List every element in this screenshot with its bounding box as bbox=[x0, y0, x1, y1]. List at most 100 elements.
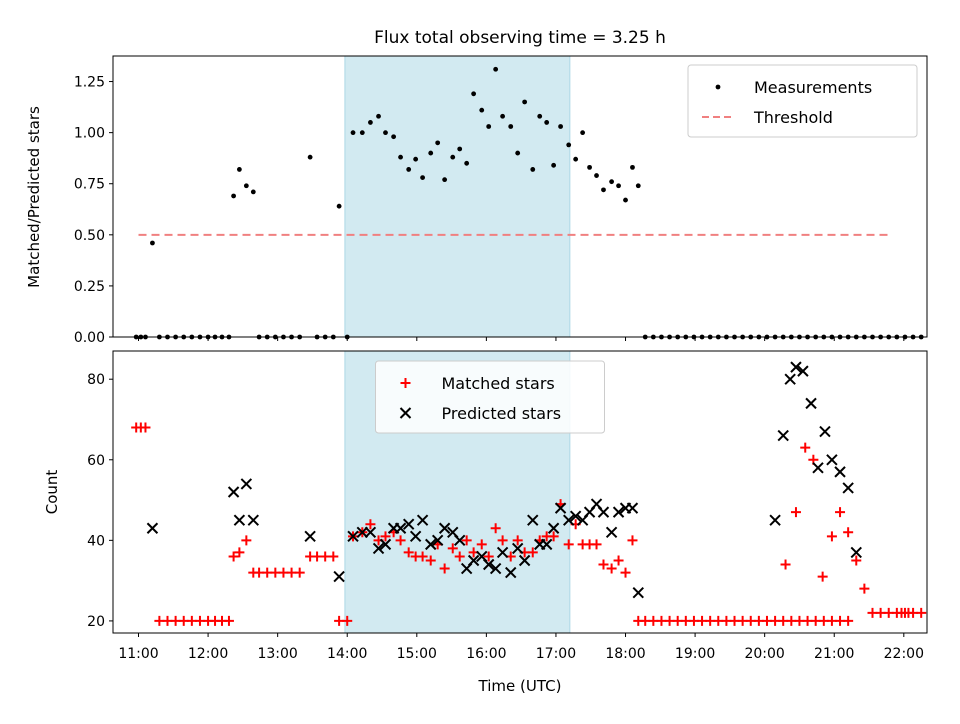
bottom-data-point bbox=[476, 539, 487, 550]
top-data-point bbox=[544, 120, 550, 125]
bottom-legend-label: Predicted stars bbox=[442, 404, 562, 423]
bottom-legend-box bbox=[375, 360, 605, 434]
top-observing-span bbox=[344, 55, 571, 338]
bottom-data-point bbox=[454, 551, 465, 562]
top-data-point bbox=[391, 134, 397, 140]
top-data-point bbox=[406, 167, 412, 172]
top-data-point bbox=[623, 197, 628, 203]
bottom-series-2 bbox=[146, 361, 862, 599]
bottom-data-point bbox=[489, 562, 502, 575]
top-data-point bbox=[428, 150, 434, 156]
top-legend-marker bbox=[715, 84, 721, 90]
bottom-data-point bbox=[547, 522, 560, 534]
bottom-data-point bbox=[409, 530, 422, 543]
bottom-data-point bbox=[431, 534, 444, 547]
bottom-data-point bbox=[613, 555, 624, 566]
top-data-point bbox=[243, 183, 249, 189]
bottom-data-point bbox=[425, 538, 437, 551]
x-tick-label: 11:00 bbox=[118, 646, 158, 662]
top-data-point bbox=[413, 156, 419, 162]
bottom-data-point bbox=[826, 531, 837, 542]
top-data-point bbox=[236, 167, 242, 172]
bottom-data-point bbox=[834, 466, 846, 478]
top-data-point bbox=[609, 179, 615, 185]
top-y-tick-label: 1.00 bbox=[74, 126, 105, 142]
top-data-point bbox=[594, 173, 599, 178]
top-plot: 0.00 0.25 0.50 0.75 1.00 1.25 Measurements Thre… bbox=[74, 55, 928, 346]
bottom-y-tick-label: 80 bbox=[87, 372, 105, 388]
top-data-point bbox=[450, 154, 456, 160]
top-data-point bbox=[150, 240, 155, 246]
top-data-point bbox=[359, 130, 365, 136]
bottom-data-point bbox=[497, 535, 508, 546]
x-tick-label: 19:00 bbox=[675, 646, 715, 662]
bottom-y-tick-label: 40 bbox=[87, 533, 105, 549]
x-tick-label: 12:00 bbox=[188, 646, 228, 662]
bottom-data-point bbox=[842, 482, 854, 494]
bottom-data-point bbox=[403, 547, 414, 558]
top-data-point bbox=[573, 156, 579, 162]
bottom-y-tick-label: 60 bbox=[87, 453, 105, 469]
bottom-data-point bbox=[819, 425, 831, 438]
bottom-data-point bbox=[527, 547, 538, 558]
bottom-data-point bbox=[812, 462, 824, 474]
top-axes-frame bbox=[112, 55, 928, 338]
bottom-data-point bbox=[916, 607, 927, 618]
bottom-data-point bbox=[632, 587, 644, 599]
top-data-point bbox=[250, 189, 256, 195]
bottom-data-point bbox=[365, 519, 376, 530]
top-data-point bbox=[508, 124, 514, 129]
bottom-data-point bbox=[328, 551, 339, 562]
bottom-data-point bbox=[826, 454, 838, 466]
bottom-data-point bbox=[394, 522, 407, 534]
bottom-data-point bbox=[304, 530, 316, 543]
bottom-data-point bbox=[447, 543, 458, 554]
bottom-y-tick-label: 20 bbox=[87, 614, 105, 630]
bottom-data-point bbox=[859, 583, 870, 594]
bottom-data-point bbox=[805, 397, 817, 410]
bottom-data-point bbox=[817, 571, 828, 582]
top-data-point bbox=[551, 162, 557, 168]
top-data-point bbox=[435, 140, 441, 146]
x-tick-label: 14:00 bbox=[327, 646, 367, 662]
bottom-data-point bbox=[903, 607, 914, 618]
bottom-data-point bbox=[453, 534, 466, 547]
top-data-point bbox=[442, 177, 448, 183]
bottom-data-point bbox=[612, 506, 625, 518]
top-data-point bbox=[635, 183, 641, 189]
bottom-data-point bbox=[563, 539, 574, 550]
x-tick-label: 21:00 bbox=[814, 646, 854, 662]
top-data-point bbox=[537, 113, 543, 119]
top-y-tick-label: 0.00 bbox=[74, 330, 105, 346]
bottom-data-point bbox=[425, 555, 436, 566]
bottom-data-point bbox=[364, 526, 377, 538]
top-data-point bbox=[515, 150, 521, 156]
bottom-data-point bbox=[146, 522, 159, 534]
bottom-data-point bbox=[140, 422, 151, 433]
bottom-data-point bbox=[851, 555, 862, 566]
bottom-data-point bbox=[843, 527, 854, 538]
top-legend-label: Measurements bbox=[754, 78, 872, 97]
top-data-point bbox=[307, 154, 313, 160]
bottom-data-point bbox=[483, 551, 494, 562]
top-y-axis-label: Matched/Predicted stars bbox=[25, 106, 43, 288]
bottom-data-point bbox=[380, 531, 391, 542]
top-data-point bbox=[231, 193, 236, 199]
top-data-point bbox=[376, 113, 381, 119]
bottom-data-point bbox=[417, 551, 428, 562]
bottom-data-point bbox=[333, 570, 345, 583]
top-data-point bbox=[471, 91, 477, 97]
top-data-point bbox=[398, 154, 403, 160]
bottom-data-point bbox=[620, 567, 631, 578]
bottom-data-point bbox=[372, 542, 385, 555]
bottom-data-point bbox=[527, 514, 539, 526]
bottom-data-point bbox=[461, 535, 472, 546]
top-data-point bbox=[368, 120, 373, 125]
bottom-data-point bbox=[416, 514, 429, 526]
top-data-point bbox=[500, 113, 506, 119]
bottom-data-point bbox=[626, 502, 639, 514]
bottom-data-point bbox=[606, 563, 617, 574]
bottom-legend-marker bbox=[400, 378, 411, 388]
bottom-data-point bbox=[241, 535, 252, 546]
